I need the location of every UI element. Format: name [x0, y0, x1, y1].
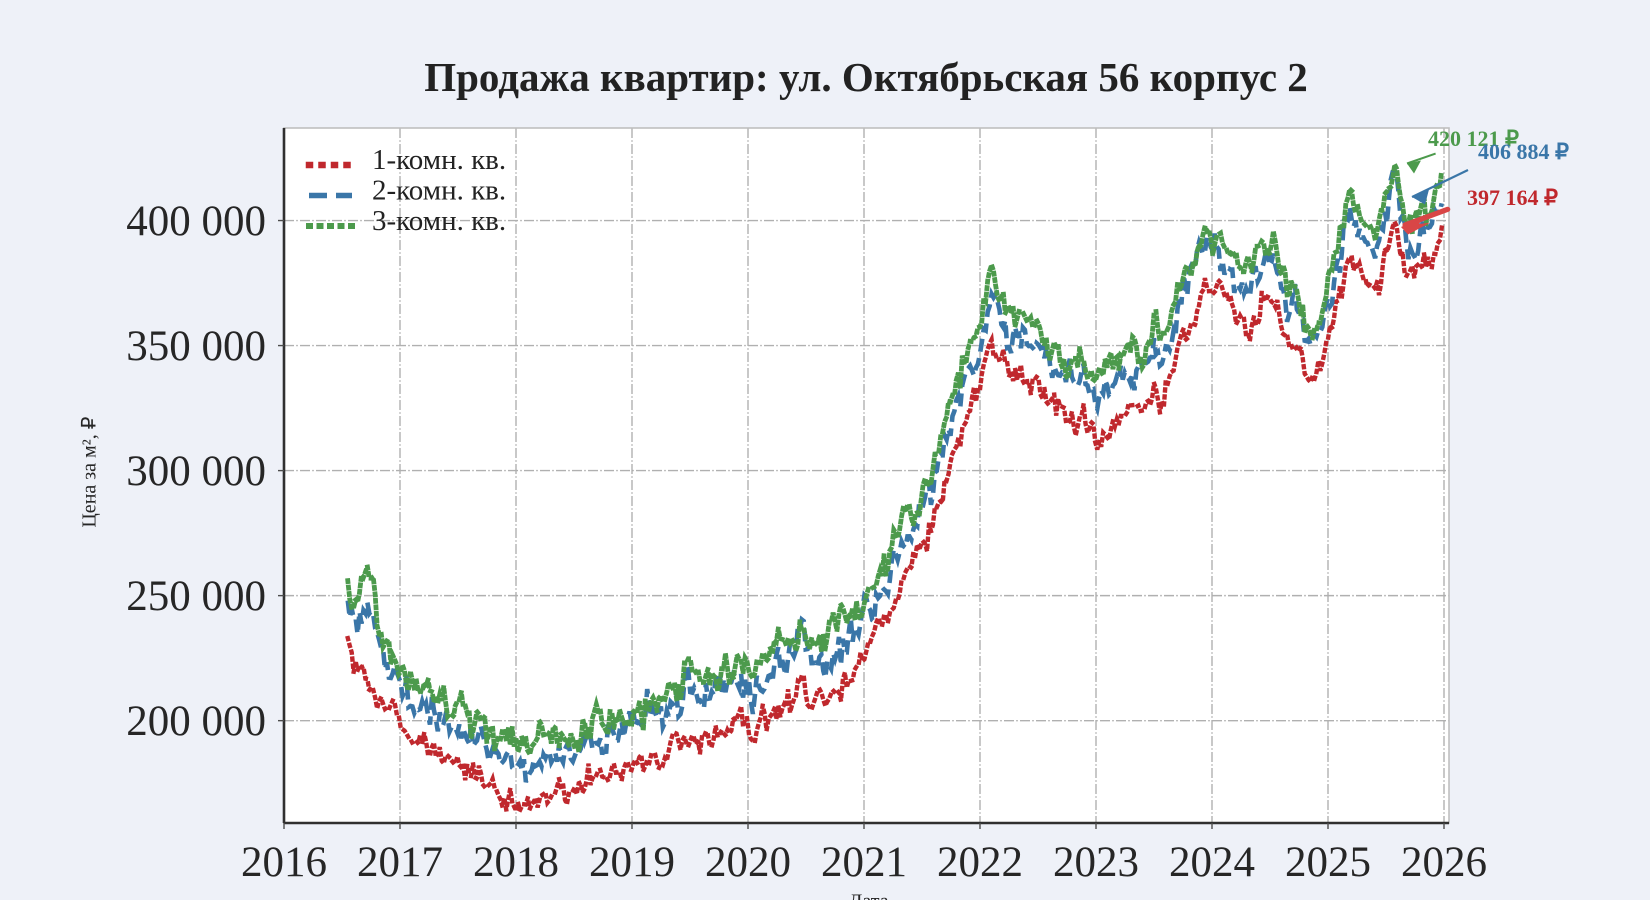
svg-text:2025: 2025 — [1285, 839, 1371, 886]
svg-text:2020: 2020 — [705, 839, 791, 886]
svg-text:Продажа квартир: ул. Октябрьск: Продажа квартир: ул. Октябрьская 56 корп… — [424, 54, 1308, 100]
svg-text:2018: 2018 — [473, 839, 559, 886]
svg-text:3-комн. кв.: 3-комн. кв. — [372, 205, 506, 237]
svg-text:2021: 2021 — [821, 839, 907, 886]
svg-text:406 884 ₽: 406 884 ₽ — [1478, 139, 1569, 164]
svg-text:350 000: 350 000 — [126, 323, 266, 370]
svg-text:300 000: 300 000 — [126, 448, 266, 495]
svg-text:200 000: 200 000 — [126, 698, 266, 745]
svg-text:2017: 2017 — [357, 839, 443, 886]
svg-text:2019: 2019 — [589, 839, 675, 886]
svg-text:Дата: Дата — [849, 891, 889, 900]
svg-text:400 000: 400 000 — [126, 198, 266, 245]
svg-text:2022: 2022 — [937, 839, 1023, 886]
svg-text:397 164 ₽: 397 164 ₽ — [1467, 185, 1558, 210]
svg-text:2024: 2024 — [1169, 839, 1255, 886]
svg-text:2026: 2026 — [1401, 839, 1487, 886]
svg-text:250 000: 250 000 — [126, 573, 266, 620]
svg-text:Цена за м², ₽: Цена за м², ₽ — [79, 416, 101, 527]
svg-text:1-комн. кв.: 1-комн. кв. — [372, 144, 506, 176]
svg-text:2023: 2023 — [1053, 839, 1139, 886]
svg-text:2016: 2016 — [241, 839, 327, 886]
svg-text:2-комн. кв.: 2-комн. кв. — [372, 175, 506, 207]
